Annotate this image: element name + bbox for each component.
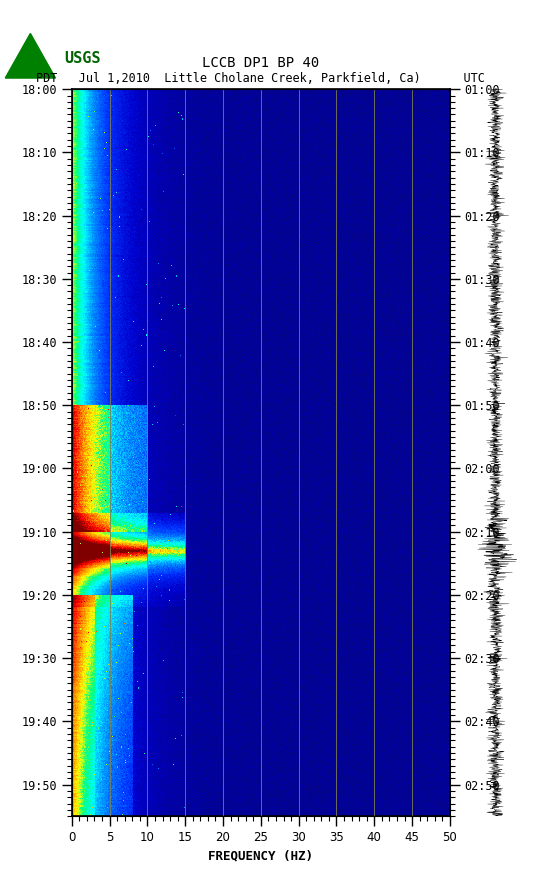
- Polygon shape: [6, 34, 55, 78]
- Text: LCCB DP1 BP 40: LCCB DP1 BP 40: [202, 55, 320, 70]
- Text: USGS: USGS: [64, 52, 101, 66]
- X-axis label: FREQUENCY (HZ): FREQUENCY (HZ): [208, 849, 314, 863]
- Text: PDT   Jul 1,2010  Little Cholane Creek, Parkfield, Ca)      UTC: PDT Jul 1,2010 Little Cholane Creek, Par…: [36, 71, 485, 85]
